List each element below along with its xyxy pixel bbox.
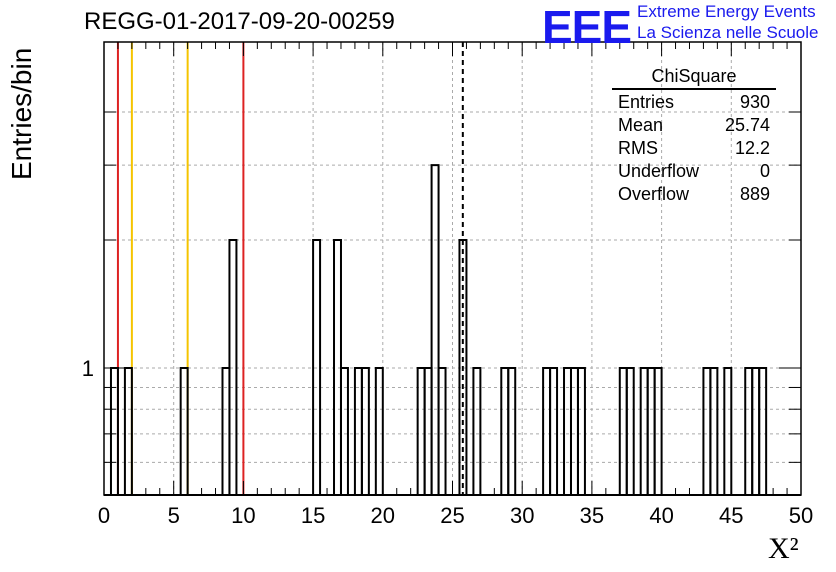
x-tick-label: 0 [98, 503, 110, 528]
stats-label: RMS [618, 138, 658, 158]
stats-box: ChiSquare Entries 930 Mean 25.74 RMS 12.2 Unde… [612, 66, 776, 206]
histogram-bin [758, 367, 768, 495]
stats-rows: Entries 930 Mean 25.74 RMS 12.2 Underflow 0 Over… [612, 91, 776, 206]
stats-value: 930 [739, 92, 770, 112]
x-tick-label: 15 [301, 503, 325, 528]
histogram-bin [339, 367, 349, 495]
stats-row: RMS 12.2 [612, 137, 776, 160]
stats-row: Entries 930 [612, 91, 776, 114]
histogram-bin [123, 367, 133, 495]
stats-label: Mean [618, 115, 664, 135]
stats-value: 0 [759, 161, 770, 181]
histogram-bin [430, 164, 440, 495]
reference-lines [116, 42, 464, 495]
x-tick-label: 40 [649, 503, 673, 528]
stats-label: Underflow [618, 161, 700, 181]
x-tick-label: 45 [719, 503, 743, 528]
histogram-bin [549, 367, 559, 495]
histogram-bin [228, 239, 238, 495]
stats-row: Mean 25.74 [612, 114, 776, 137]
stats-title: ChiSquare [612, 66, 776, 90]
x-tick-label: 35 [580, 503, 604, 528]
x-tick-label: 25 [440, 503, 464, 528]
histogram-bin [312, 239, 322, 495]
histogram-bin [653, 367, 663, 495]
x-tick-label: 20 [371, 503, 395, 528]
histogram-bin [507, 367, 517, 495]
chart-title: REGG-01-2017-09-20-00259 [84, 8, 395, 35]
stats-label: Overflow [618, 184, 690, 204]
histogram-bin [437, 367, 447, 495]
x-tick-label: 10 [231, 503, 255, 528]
histogram-bin [709, 367, 719, 495]
stats-value: 889 [739, 184, 770, 204]
y-tick-label: 1 [82, 356, 94, 381]
y-axis-label: Entries/bin [6, 47, 37, 180]
grid-lines [104, 42, 801, 495]
histogram-bin [723, 367, 733, 495]
histogram-bin [625, 367, 635, 495]
axes-frame [103, 41, 802, 496]
histogram-bin [472, 367, 482, 495]
x-tick-label: 5 [168, 503, 180, 528]
stats-value: 25.74 [724, 115, 770, 135]
histogram-bin [179, 367, 189, 495]
x-tick-label: 50 [789, 503, 813, 528]
stats-row: Overflow 889 [612, 183, 776, 206]
histogram-bin [360, 367, 370, 495]
x-tick-label: 30 [510, 503, 534, 528]
stats-row: Underflow 0 [612, 160, 776, 183]
x-axis-label: X² [768, 532, 799, 565]
histogram-bin [576, 367, 586, 495]
histogram-bin [374, 367, 384, 495]
stats-value: 12.2 [734, 138, 770, 158]
logo-line-1: Extreme Energy Events [637, 2, 816, 21]
eee-logo: EEE [542, 1, 632, 53]
stats-label: Entries [618, 92, 675, 112]
tick-labels: 0 5 10 15 20 25 30 35 40 45 50 1 [82, 356, 813, 528]
logo-line-2: La Scienza nelle Scuole [637, 23, 819, 42]
histogram-bin [458, 239, 468, 495]
